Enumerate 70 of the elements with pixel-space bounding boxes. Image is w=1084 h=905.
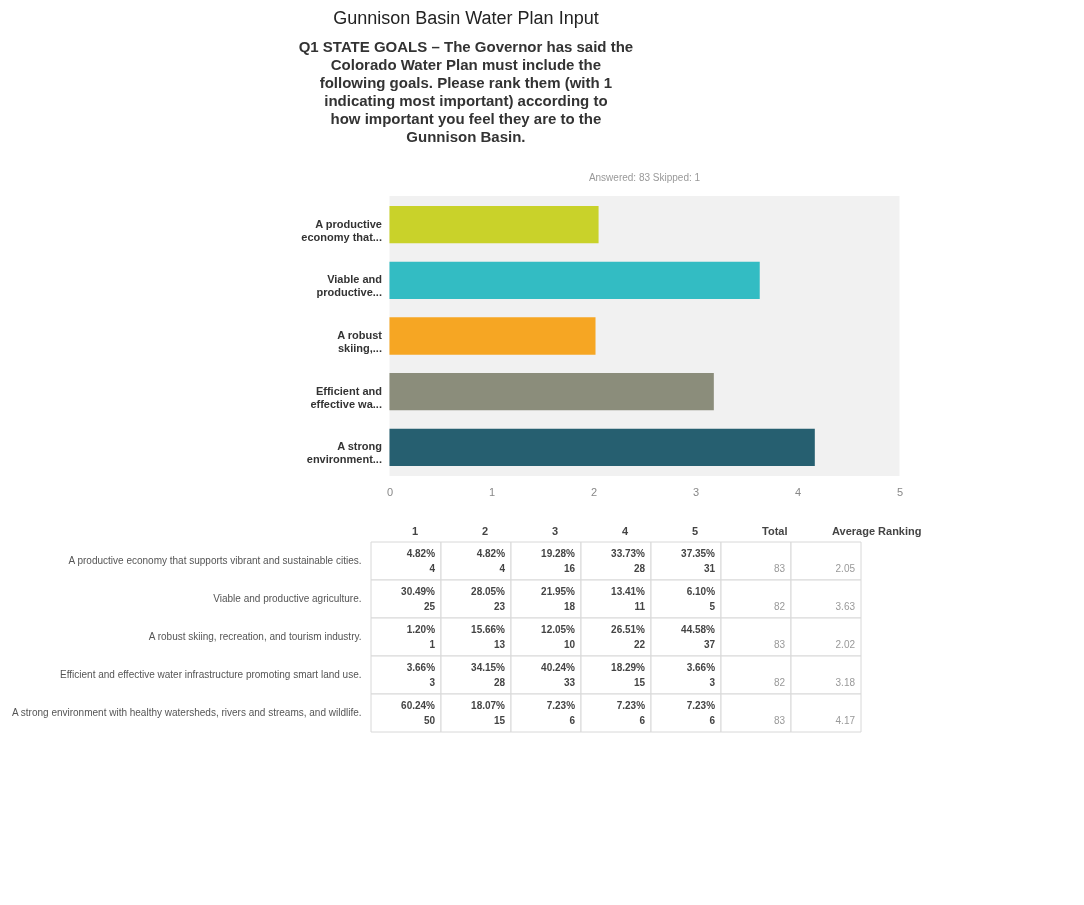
category-label: 4 [622, 524, 629, 537]
x-tick-label: 2 [590, 485, 598, 498]
category-label: A robust skiing, recreation, and tourism industry. [148, 631, 362, 642]
text: 3.18 [835, 677, 856, 688]
y-tick-label: A productive economy that... [301, 217, 382, 243]
text: 2.05 [835, 563, 856, 574]
category-label: 1 [429, 639, 436, 650]
category-label: A strong environment with healthy watersheds, rivers and streams, and wildlife. [11, 707, 362, 718]
text: 6.10% [686, 586, 716, 597]
text: 83 [773, 715, 786, 726]
category-label: Total [762, 524, 788, 537]
text: 19.28% 16 [541, 548, 576, 574]
text: 7.23% 6 [686, 700, 716, 726]
x-tick-label: 5 [896, 485, 904, 498]
text: 34.15% 28 [471, 662, 506, 688]
category-label: 1 [412, 524, 419, 537]
text: 33.73% 28 [611, 548, 646, 574]
text: 60.24% 50 [401, 700, 436, 726]
y-tick-label: Viable and productive... [316, 273, 382, 299]
bar [389, 428, 815, 466]
text: 82 [773, 677, 786, 688]
text: 3.66% [406, 662, 436, 673]
y-tick-label: A strong environment... [306, 440, 382, 466]
text: 30.49% 25 [401, 586, 436, 612]
text: 37.35% 31 [681, 548, 716, 574]
text: 2.02 [835, 639, 856, 650]
text: 7.23% 6 [546, 700, 576, 726]
x-tick-label: 0 [386, 485, 394, 498]
text: 18.29% 15 [611, 662, 646, 688]
text: 18.07% 15 [471, 700, 506, 726]
category-label: Efficient and effective water infrastructure promoting smart land use. [60, 669, 362, 680]
category-label: Viable and productive agriculture. [213, 593, 362, 604]
chart-title: Gunnison Basin Water Plan Input [333, 8, 599, 28]
text: 4.82% [406, 548, 436, 559]
category-label: 4 [429, 563, 436, 574]
text: 3.63 [835, 601, 856, 612]
text: 15.66% 13 [471, 624, 506, 650]
text: 82 [773, 601, 786, 612]
text: 1.20% [406, 624, 436, 635]
text: 83 [773, 639, 786, 650]
bar [389, 317, 596, 355]
category-label: 5 [709, 601, 716, 612]
text: 40.24% 33 [541, 662, 576, 688]
text: 13.41% 11 [611, 586, 646, 612]
text: 12.05% 10 [541, 624, 576, 650]
text: 26.51% 22 [611, 624, 646, 650]
category-label: 2 [482, 524, 489, 537]
x-tick-label: 1 [488, 485, 496, 498]
text: 44.58% 37 [681, 624, 716, 650]
category-label: Average Ranking [832, 524, 922, 537]
text: 83 [773, 563, 786, 574]
text: 28.05% 23 [471, 586, 506, 612]
bar [389, 373, 714, 411]
x-tick-label: 4 [794, 485, 802, 498]
bar [389, 206, 599, 244]
y-tick-label: A robust skiing,... [337, 329, 383, 354]
y-tick-label: Efficient and effective wa... [310, 384, 382, 410]
text: 4.82% 4 [476, 548, 506, 574]
text: 21.95% 18 [541, 586, 576, 612]
text: Answered: 83 Skipped: 1 [588, 172, 701, 183]
category-label: 5 [692, 524, 699, 537]
text: 7.23% 6 [616, 700, 646, 726]
chart-subtitle: Q1 STATE GOALS – The Governor has said the Colorado Water Plan must include the following goals. Please rank them (with 1 indicating most important) according to how important you feel they are to the Gunnison Basin. [298, 38, 634, 145]
category-label: 3 [552, 524, 559, 537]
bar [389, 261, 760, 299]
x-tick-label: 3 [692, 485, 700, 498]
category-label: 3 [429, 677, 436, 688]
text: 3.66% 3 [686, 662, 716, 688]
text: 4.17 [835, 715, 856, 726]
category-label: A productive economy that supports vibrant and sustainable cities. [68, 555, 362, 566]
